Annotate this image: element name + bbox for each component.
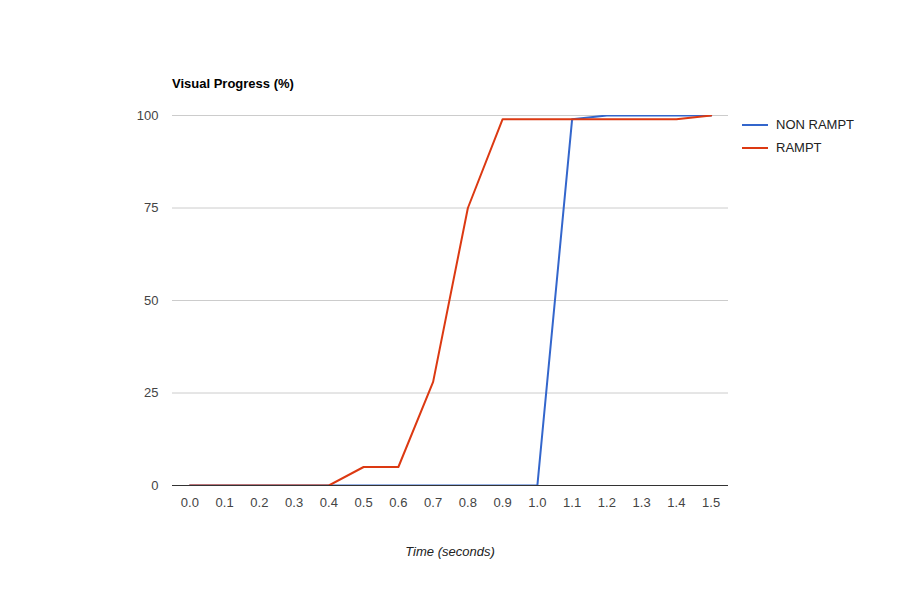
svg-text:1.4: 1.4 bbox=[667, 495, 685, 510]
svg-text:100: 100 bbox=[137, 108, 159, 123]
html-text:Visual Progress (%): Visual Progress (%) bbox=[172, 76, 294, 91]
svg-text:0.2: 0.2 bbox=[250, 495, 268, 510]
svg-text:0.8: 0.8 bbox=[459, 495, 477, 510]
svg-text:1.2: 1.2 bbox=[598, 495, 616, 510]
svg-text:0.0: 0.0 bbox=[181, 495, 199, 510]
svg-text:0.4: 0.4 bbox=[320, 495, 338, 510]
svg-text:0.3: 0.3 bbox=[285, 495, 303, 510]
svg-text:0.1: 0.1 bbox=[216, 495, 234, 510]
svg-text:1.5: 1.5 bbox=[702, 495, 720, 510]
svg-text:75: 75 bbox=[144, 200, 158, 215]
svg-text:0.7: 0.7 bbox=[424, 495, 442, 510]
svg-text:0.5: 0.5 bbox=[355, 495, 373, 510]
html-text:NON RAMPT: NON RAMPT bbox=[776, 117, 854, 132]
svg-text:1.0: 1.0 bbox=[528, 495, 546, 510]
svg-text:25: 25 bbox=[144, 385, 158, 400]
svg-text:0.9: 0.9 bbox=[494, 495, 512, 510]
svg-text:0.6: 0.6 bbox=[389, 495, 407, 510]
svg-text:0: 0 bbox=[151, 478, 158, 493]
html-text:Time (seconds): Time (seconds) bbox=[405, 544, 495, 559]
svg-text:1.1: 1.1 bbox=[563, 495, 581, 510]
html-text:RAMPT: RAMPT bbox=[776, 140, 822, 155]
svg-text:50: 50 bbox=[144, 293, 158, 308]
svg-text:1.3: 1.3 bbox=[633, 495, 651, 510]
